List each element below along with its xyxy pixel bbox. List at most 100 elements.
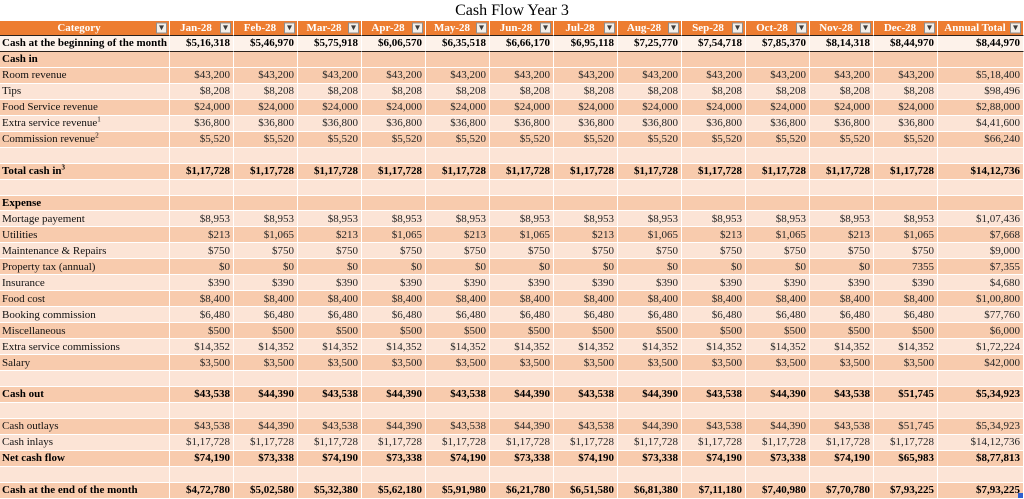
cell[interactable]: $1,17,728 [426, 163, 490, 180]
cell[interactable]: $1,17,728 [362, 163, 426, 180]
cell[interactable] [554, 371, 618, 387]
row-label[interactable]: Food Service revenue [0, 99, 170, 116]
cell[interactable]: $43,200 [682, 67, 746, 84]
cell[interactable]: $7,85,370 [746, 36, 810, 52]
cell[interactable]: $6,480 [682, 307, 746, 324]
cell[interactable] [682, 371, 746, 387]
cell[interactable] [170, 402, 234, 419]
cell[interactable]: $3,500 [682, 355, 746, 372]
cell[interactable]: $7,70,780 [810, 482, 874, 499]
filter-dropdown-button[interactable]: ▼ [412, 22, 423, 34]
cell[interactable]: $1,07,436 [938, 211, 1024, 228]
cell[interactable] [746, 179, 810, 196]
cell[interactable]: $7,668 [938, 227, 1024, 244]
cell[interactable]: $390 [874, 275, 938, 292]
column-header-jul-28[interactable]: Jul-28 ▼ [554, 21, 618, 36]
cell[interactable]: $500 [362, 323, 426, 340]
cell[interactable]: $43,200 [170, 67, 234, 84]
cell[interactable] [426, 371, 490, 387]
cell[interactable] [682, 147, 746, 164]
cell[interactable]: $8,400 [362, 291, 426, 308]
cell[interactable]: $36,800 [490, 115, 554, 132]
row-label[interactable]: Property tax (annual) [0, 259, 170, 276]
column-header-aug-28[interactable]: Aug-28 ▼ [618, 21, 682, 36]
cell[interactable] [938, 402, 1024, 419]
cell[interactable] [938, 371, 1024, 387]
cell[interactable]: $43,200 [298, 67, 362, 84]
cell[interactable]: $7,11,180 [682, 482, 746, 499]
row-label[interactable]: Mortage payement [0, 211, 170, 228]
cell[interactable]: $14,352 [682, 339, 746, 356]
cell[interactable] [874, 51, 938, 68]
cell[interactable]: $6,480 [298, 307, 362, 324]
cell[interactable] [938, 147, 1024, 164]
cell[interactable]: $1,065 [618, 227, 682, 244]
cell[interactable]: $43,538 [426, 418, 490, 435]
cell[interactable]: $3,500 [298, 355, 362, 372]
cell[interactable] [810, 466, 874, 483]
cell[interactable]: $750 [170, 243, 234, 260]
column-header-category[interactable]: Category ▼ [0, 21, 170, 36]
cell[interactable]: $14,352 [490, 339, 554, 356]
cell[interactable] [554, 147, 618, 164]
cell[interactable]: $5,520 [170, 131, 234, 148]
filter-dropdown-button[interactable]: ▼ [284, 22, 295, 34]
cell[interactable]: $77,760 [938, 307, 1024, 324]
cell[interactable]: $42,000 [938, 355, 1024, 372]
cell[interactable]: $14,352 [362, 339, 426, 356]
filter-dropdown-button[interactable]: ▼ [924, 22, 935, 34]
row-label[interactable] [0, 179, 170, 196]
cell[interactable]: $36,800 [682, 115, 746, 132]
filter-dropdown-button[interactable]: ▼ [476, 22, 487, 34]
cell[interactable]: $14,12,736 [938, 163, 1024, 180]
cell[interactable]: $1,17,728 [682, 434, 746, 451]
cell[interactable]: $24,000 [810, 99, 874, 116]
cell[interactable]: $74,190 [426, 450, 490, 467]
cell[interactable]: $14,352 [554, 339, 618, 356]
cell[interactable]: $43,538 [810, 418, 874, 435]
cell[interactable]: $390 [234, 275, 298, 292]
cell[interactable] [682, 195, 746, 212]
cell[interactable]: $750 [618, 243, 682, 260]
row-label[interactable]: Expense [0, 195, 170, 212]
cell[interactable]: $7,54,718 [682, 36, 746, 52]
row-label[interactable]: Room revenue [0, 67, 170, 84]
row-label[interactable]: Food cost [0, 291, 170, 308]
cell[interactable]: $0 [170, 259, 234, 276]
cell[interactable]: $500 [682, 323, 746, 340]
cell[interactable]: $390 [746, 275, 810, 292]
cell[interactable]: $5,520 [874, 131, 938, 148]
cell[interactable]: $36,800 [298, 115, 362, 132]
cell[interactable]: $74,190 [170, 450, 234, 467]
cell[interactable] [426, 402, 490, 419]
cell[interactable]: $24,000 [170, 99, 234, 116]
cell[interactable]: $3,500 [426, 355, 490, 372]
cell[interactable]: $8,953 [810, 211, 874, 228]
cell[interactable]: $24,000 [490, 99, 554, 116]
cell[interactable]: $43,200 [618, 67, 682, 84]
cell[interactable]: $9,000 [938, 243, 1024, 260]
cell[interactable] [234, 147, 298, 164]
cell[interactable]: $6,480 [554, 307, 618, 324]
cell[interactable]: $1,065 [490, 227, 554, 244]
cell[interactable] [490, 402, 554, 419]
cell[interactable] [938, 466, 1024, 483]
cell[interactable]: $6,480 [490, 307, 554, 324]
cell[interactable]: $213 [298, 227, 362, 244]
cell[interactable]: $6,480 [426, 307, 490, 324]
cell[interactable]: $500 [554, 323, 618, 340]
cell[interactable]: $6,06,570 [362, 36, 426, 52]
cell[interactable]: $43,538 [554, 386, 618, 403]
cell[interactable]: $8,208 [618, 83, 682, 100]
column-header-sep-28[interactable]: Sep-28 ▼ [682, 21, 746, 36]
cell[interactable]: $213 [426, 227, 490, 244]
cell[interactable] [554, 466, 618, 483]
cell[interactable] [554, 179, 618, 196]
cell[interactable]: $6,66,170 [490, 36, 554, 52]
cell[interactable]: $44,390 [362, 418, 426, 435]
cell[interactable]: $8,208 [170, 83, 234, 100]
cell[interactable] [810, 371, 874, 387]
cell[interactable]: $14,352 [810, 339, 874, 356]
cell[interactable]: $24,000 [746, 99, 810, 116]
row-label[interactable]: Utilities [0, 227, 170, 244]
